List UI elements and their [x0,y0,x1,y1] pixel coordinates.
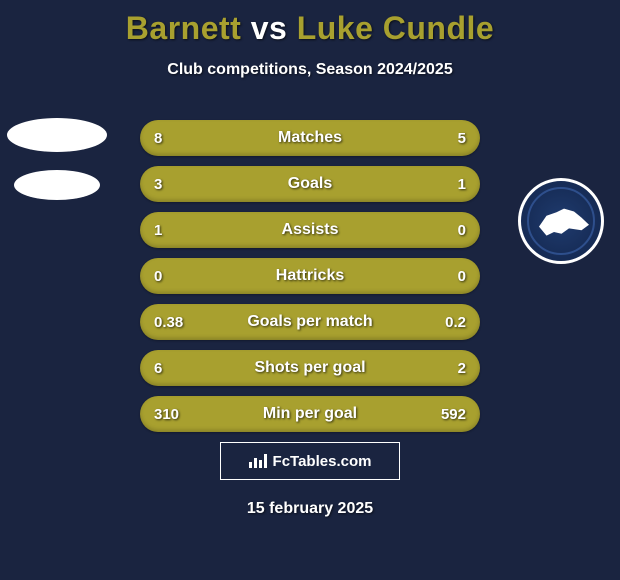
stat-row-hattricks: 0 Hattricks 0 [140,258,480,294]
vs-separator: vs [251,10,288,46]
comparison-title: Barnett vs Luke Cundle [0,0,620,47]
stat-right-value: 0 [430,268,466,285]
stat-left-value: 0 [154,268,190,285]
branding-text: FcTables.com [273,453,372,470]
player2-name: Luke Cundle [297,10,495,46]
stat-right-value: 592 [430,406,466,423]
stat-label: Goals [288,175,332,193]
bar-chart-icon [249,454,267,468]
stat-left-value: 3 [154,176,190,193]
stat-left-value: 8 [154,130,190,147]
stat-label: Goals per match [247,313,372,331]
stat-label: Hattricks [276,267,344,285]
player1-name: Barnett [126,10,242,46]
stats-container: 8 Matches 5 3 Goals 1 1 Assists 0 0 Hatt… [140,120,480,442]
branding-box[interactable]: FcTables.com [220,442,400,480]
stat-row-min-per-goal: 310 Min per goal 592 [140,396,480,432]
stat-label: Matches [278,129,342,147]
stat-label: Assists [282,221,339,239]
badge-ellipse-icon [7,118,107,152]
stat-right-value: 5 [430,130,466,147]
subtitle: Club competitions, Season 2024/2025 [0,61,620,79]
player2-club-badge [518,178,608,268]
stat-right-value: 2 [430,360,466,377]
stat-label: Min per goal [263,405,357,423]
stat-left-value: 310 [154,406,190,423]
stat-row-assists: 1 Assists 0 [140,212,480,248]
stat-row-shots-per-goal: 6 Shots per goal 2 [140,350,480,386]
stat-label: Shots per goal [254,359,365,377]
stat-row-goals: 3 Goals 1 [140,166,480,202]
stat-right-value: 0.2 [430,314,466,331]
stat-right-value: 1 [430,176,466,193]
badge-ellipse-icon [14,170,100,200]
stat-right-value: 0 [430,222,466,239]
stat-left-value: 0.38 [154,314,190,331]
stat-row-goals-per-match: 0.38 Goals per match 0.2 [140,304,480,340]
snapshot-date: 15 february 2025 [247,500,373,518]
stat-row-matches: 8 Matches 5 [140,120,480,156]
stat-left-value: 1 [154,222,190,239]
player1-club-badge [12,112,102,202]
millwall-badge-icon [518,178,604,264]
stat-left-value: 6 [154,360,190,377]
